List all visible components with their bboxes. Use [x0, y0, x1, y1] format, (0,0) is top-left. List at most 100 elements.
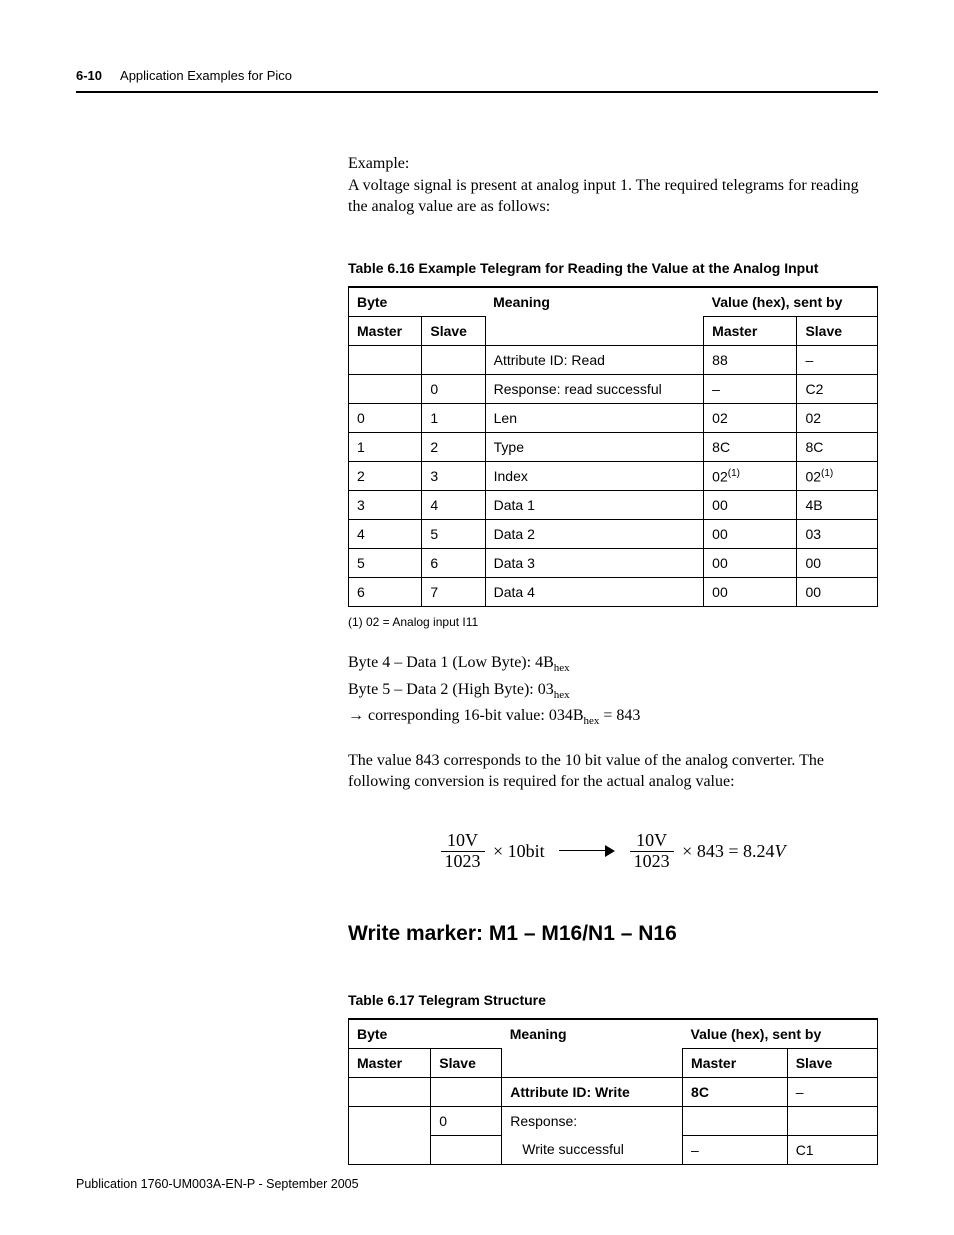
hex-sub3: hex — [584, 715, 600, 727]
frac1-num: 10V — [441, 831, 485, 852]
table-cell: 00 — [704, 520, 797, 549]
table-row: 67Data 40000 — [349, 578, 878, 607]
table-cell — [349, 1135, 431, 1164]
hex-sub1: hex — [554, 663, 570, 675]
table-cell: 00 — [704, 491, 797, 520]
table-cell: Type — [485, 432, 704, 461]
table-cell — [349, 1106, 431, 1135]
page-header: 6-10 Application Examples for Pico — [76, 68, 878, 83]
table-cell: 00 — [704, 578, 797, 607]
fraction-1: 10V 1023 — [441, 831, 485, 872]
table-cell: 0 — [422, 374, 485, 403]
table-cell — [349, 345, 422, 374]
byte4-line: Byte 4 – Data 1 (Low Byte): 4B — [348, 654, 554, 671]
th-vmaster: Master — [704, 316, 797, 345]
table-row: Write successful–C1 — [349, 1135, 878, 1164]
table-cell: 3 — [349, 491, 422, 520]
table-cell: 00 — [797, 549, 878, 578]
example-label: Example: — [348, 155, 409, 172]
table-cell: Attribute ID: Read — [485, 345, 704, 374]
table-cell: 2 — [422, 432, 485, 461]
table-cell: C2 — [797, 374, 878, 403]
table-cell: 2 — [349, 461, 422, 491]
table-row: 12Type8C8C — [349, 432, 878, 461]
table-cell: 6 — [422, 549, 485, 578]
table-cell: 4B — [797, 491, 878, 520]
publication-footer: Publication 1760-UM003A-EN-P - September… — [76, 1177, 359, 1191]
frac1-den: 1023 — [441, 852, 485, 872]
corr-line-c: = 843 — [599, 707, 640, 724]
table-cell — [431, 1077, 502, 1106]
byte-explain: Byte 4 – Data 1 (Low Byte): 4Bhex Byte 5… — [348, 651, 878, 729]
table-cell — [349, 374, 422, 403]
header-title: Application Examples for Pico — [120, 68, 292, 83]
th-byte: Byte — [349, 287, 486, 317]
table2-caption: Table 6.17 Telegram Structure — [348, 992, 878, 1008]
table-cell: 8C — [683, 1077, 788, 1106]
section-heading: Write marker: M1 – M16/N1 – N16 — [348, 922, 878, 946]
table-row: 34Data 1004B — [349, 491, 878, 520]
table-cell: 02 — [797, 403, 878, 432]
table-telegram-read: Byte Meaning Value (hex), sent by Master… — [348, 286, 878, 608]
byte5-line: Byte 5 – Data 2 (High Byte): 03 — [348, 681, 554, 698]
page-number: 6-10 — [76, 68, 102, 83]
table1-footnote: (1) 02 = Analog input I11 — [348, 615, 878, 629]
table-cell: 6 — [349, 578, 422, 607]
table-cell: 0 — [349, 403, 422, 432]
explain2: The value 843 corresponds to the 10 bit … — [348, 750, 878, 793]
table-row: 45Data 20003 — [349, 520, 878, 549]
table-telegram-structure: Byte Meaning Value (hex), sent by Master… — [348, 1018, 878, 1165]
t2-th-meaning-blank — [502, 1048, 683, 1077]
table-cell — [349, 1077, 431, 1106]
table1-caption: Table 6.16 Example Telegram for Reading … — [348, 260, 878, 276]
table-cell: 88 — [704, 345, 797, 374]
corr-line-a: → corresponding 16-bit value: 034B — [348, 707, 584, 724]
th-slave: Slave — [422, 316, 485, 345]
table-cell: Data 1 — [485, 491, 704, 520]
t2-th-vslave: Slave — [787, 1048, 877, 1077]
table-cell: Write successful — [502, 1135, 683, 1164]
t2-th-master: Master — [349, 1048, 431, 1077]
eq-mid1: × 10bit — [493, 841, 545, 861]
th-master: Master — [349, 316, 422, 345]
table-cell: 5 — [422, 520, 485, 549]
th-meaning-blank — [485, 316, 704, 345]
table-row: 23Index02(1)02(1) — [349, 461, 878, 491]
table-cell: Response: read successful — [485, 374, 704, 403]
table-row: Attribute ID: Read88– — [349, 345, 878, 374]
eq-unit: V — [774, 841, 785, 861]
table-cell: 00 — [704, 549, 797, 578]
table-cell: Index — [485, 461, 704, 491]
t2-th-vmaster: Master — [683, 1048, 788, 1077]
table-cell: 0 — [431, 1106, 502, 1135]
table-cell: Attribute ID: Write — [502, 1077, 683, 1106]
table-cell: – — [704, 374, 797, 403]
t2-th-byte: Byte — [349, 1019, 502, 1049]
table-cell: 5 — [349, 549, 422, 578]
table-cell: 1 — [422, 403, 485, 432]
table-cell: Data 2 — [485, 520, 704, 549]
main-content: Example: A voltage signal is present at … — [348, 153, 878, 1165]
t2-th-value: Value (hex), sent by — [683, 1019, 878, 1049]
table-cell: 00 — [797, 578, 878, 607]
table-cell: – — [787, 1077, 877, 1106]
table-cell: 1 — [349, 432, 422, 461]
table-cell — [683, 1106, 788, 1135]
table-cell: 7 — [422, 578, 485, 607]
eq-mid2: × 843 = 8.24 — [682, 841, 774, 861]
frac2-den: 1023 — [630, 852, 674, 872]
header-rule — [76, 91, 878, 93]
table-cell: Data 4 — [485, 578, 704, 607]
table-cell — [787, 1106, 877, 1135]
table-cell: Response: — [502, 1106, 683, 1135]
table-cell: 4 — [349, 520, 422, 549]
fraction-2: 10V 1023 — [630, 831, 674, 872]
th-value: Value (hex), sent by — [704, 287, 878, 317]
table-cell: 8C — [704, 432, 797, 461]
conversion-equation: 10V 1023 × 10bit 10V 1023 × 843 = 8.24V — [348, 831, 878, 872]
table-row: Attribute ID: Write8C– — [349, 1077, 878, 1106]
arrow-icon — [559, 846, 615, 856]
frac2-num: 10V — [630, 831, 674, 852]
table-row: 01Len0202 — [349, 403, 878, 432]
t2-th-slave: Slave — [431, 1048, 502, 1077]
